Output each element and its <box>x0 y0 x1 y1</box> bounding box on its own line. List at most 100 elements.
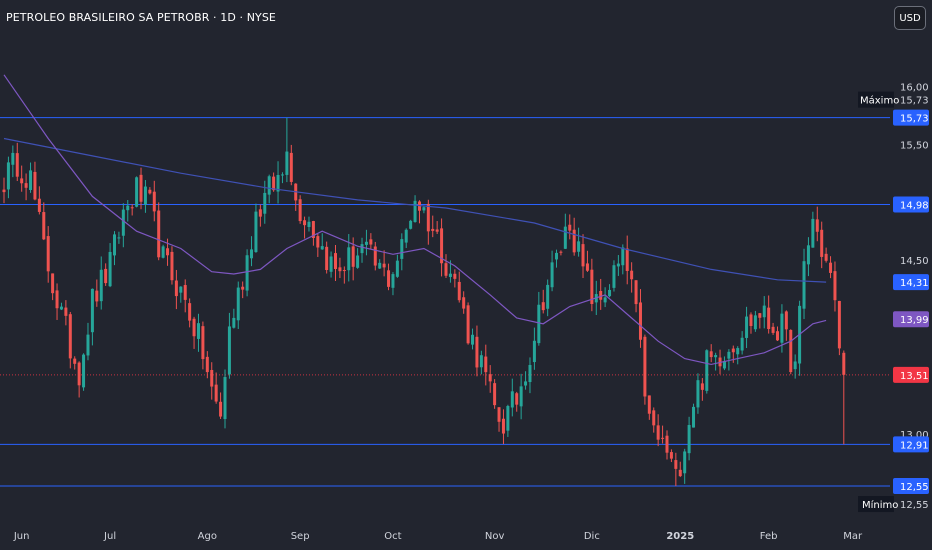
price-tag-label: 13,99 <box>900 315 929 326</box>
x-tick-label: Jul <box>103 531 116 542</box>
price-tag-label: 14,31 <box>900 278 929 289</box>
candle-body <box>700 383 704 390</box>
candle-body <box>837 300 841 349</box>
candle-body <box>280 174 284 176</box>
candle-body <box>524 381 528 386</box>
candle-body <box>360 244 364 254</box>
candle-body <box>214 384 218 402</box>
max-label: Máximo <box>860 95 899 107</box>
currency-button[interactable]: USD <box>894 6 926 30</box>
candle-body <box>435 229 439 232</box>
candle-body <box>82 354 86 388</box>
candle-body <box>479 355 483 368</box>
candle-body <box>815 219 819 232</box>
candle-body <box>395 260 399 277</box>
candle-body <box>590 269 594 304</box>
horizontal-lines <box>0 117 890 487</box>
candle-body <box>205 356 209 373</box>
candle-body <box>404 229 408 243</box>
candle-body <box>311 221 315 239</box>
candle-body <box>683 451 687 474</box>
y-tick-label: 13,00 <box>900 430 929 441</box>
candle-body <box>515 393 519 405</box>
candle-body <box>11 152 15 165</box>
candle-body <box>42 212 46 240</box>
candle-body <box>329 256 333 272</box>
candle-body <box>254 211 258 253</box>
candle-body <box>585 263 589 271</box>
candle-body <box>236 287 240 321</box>
price-tag-label: 14,98 <box>900 201 929 212</box>
candle-body <box>298 199 302 222</box>
candle-body <box>563 226 567 249</box>
candle-body <box>227 326 231 375</box>
candle-body <box>736 348 740 355</box>
candle-body <box>90 288 94 333</box>
time-axis[interactable]: Jun Jul Ago Sep Oct Nov Dic 2025 Feb Mar <box>13 531 863 542</box>
price-tag-label: 12,91 <box>900 440 929 451</box>
candle-body <box>338 267 342 272</box>
candle-body <box>258 209 262 217</box>
candle-body <box>497 407 501 422</box>
candle-body <box>135 177 139 207</box>
candle-body <box>139 174 143 202</box>
candle-body <box>20 178 24 184</box>
candle-body <box>616 263 620 267</box>
candle-body <box>546 284 550 309</box>
candle-body <box>2 189 6 193</box>
candle-body <box>528 364 532 383</box>
candle-body <box>714 355 718 358</box>
x-tick-label: Dic <box>584 531 600 542</box>
candle-body <box>488 374 492 382</box>
candle-body <box>541 302 545 311</box>
moving-average-fast <box>3 74 827 366</box>
candle-body <box>621 247 625 266</box>
candle-body <box>113 234 116 256</box>
candle-body <box>789 329 793 373</box>
candle-body <box>422 207 426 211</box>
moving-average-slow <box>3 137 827 283</box>
candle-body <box>457 281 461 301</box>
candle-body <box>303 220 307 226</box>
candle-body <box>444 263 448 276</box>
candle-body <box>37 198 41 212</box>
candle-body <box>665 435 669 453</box>
y-tick-label: 16,00 <box>900 82 929 93</box>
candle-body <box>373 246 377 266</box>
candle-body <box>245 255 249 291</box>
y-tick-label: 15,50 <box>900 140 929 151</box>
candle-body <box>709 351 713 358</box>
candle-body <box>453 273 457 279</box>
candle-body <box>793 361 797 370</box>
candle-body <box>192 318 196 337</box>
candle-body <box>612 265 616 288</box>
candle-body <box>669 452 673 459</box>
candle-body <box>391 274 395 288</box>
candle-body <box>705 350 709 391</box>
candle-body <box>409 220 413 229</box>
candle-body <box>250 249 254 259</box>
candle-body <box>219 401 223 417</box>
y-tick-label: 14,50 <box>900 256 929 267</box>
price-tag-box <box>893 109 929 126</box>
candle-body <box>532 340 536 363</box>
candle-body <box>745 316 749 338</box>
price-tag-box <box>893 274 929 291</box>
candle-body <box>29 170 33 191</box>
candle-body <box>661 437 665 439</box>
candle-body <box>581 244 585 267</box>
candle-body <box>647 395 651 414</box>
candle-body <box>170 251 174 281</box>
candle-body <box>643 336 647 397</box>
candle-body <box>126 205 130 211</box>
max-label-box <box>858 91 894 108</box>
candle-body <box>272 176 276 191</box>
x-tick-label: Feb <box>760 531 778 542</box>
candle-body <box>174 280 178 297</box>
candle-body <box>501 418 505 434</box>
candle-body <box>166 248 170 256</box>
candle-body <box>320 246 324 250</box>
price-axis[interactable]: 16,00 15,50 14,50 13,00 <box>900 82 929 441</box>
min-label: Mínimo <box>862 499 898 511</box>
